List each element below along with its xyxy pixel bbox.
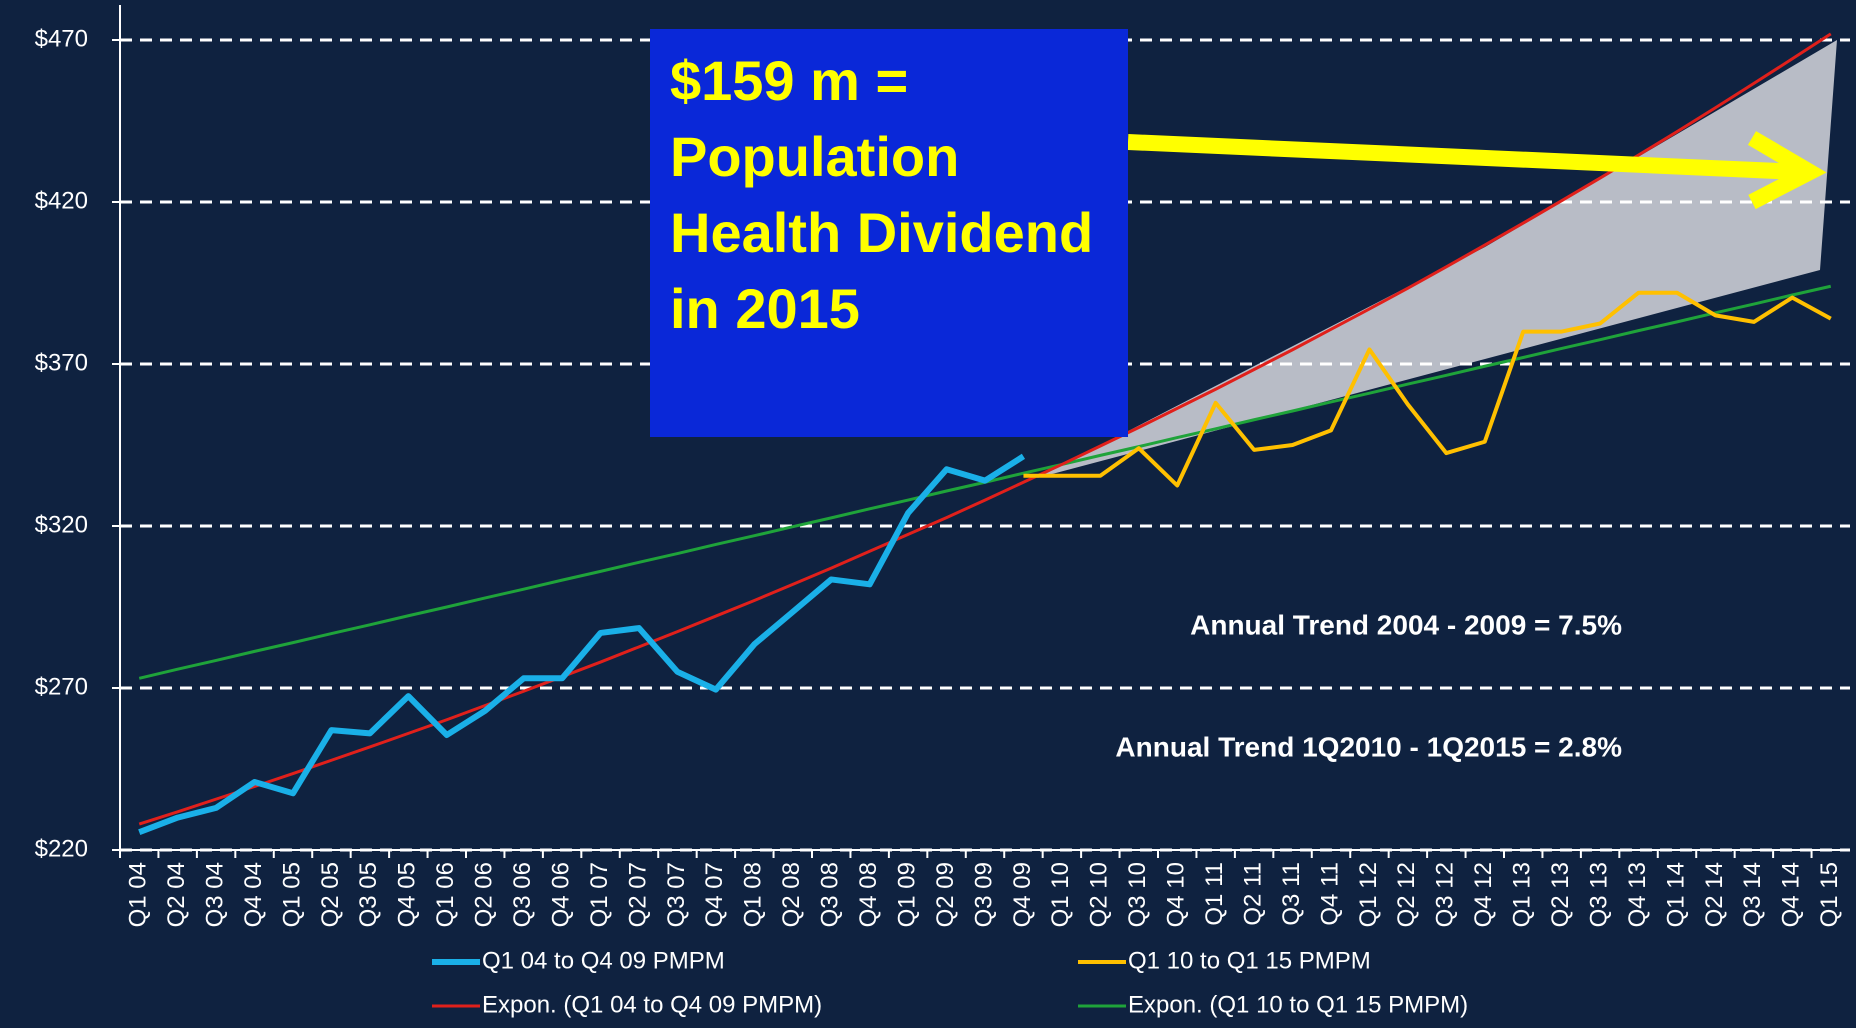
x-tick-label: Q3 09 <box>970 862 997 927</box>
x-tick-label: Q2 05 <box>317 862 344 927</box>
x-tick-label: Q1 13 <box>1509 862 1536 927</box>
x-tick-label: Q2 10 <box>1086 862 1113 927</box>
x-tick-label: Q4 10 <box>1163 862 1190 927</box>
series-line <box>1023 290 1832 488</box>
trend-annotation: Annual Trend 2004 - 2009 = 7.5% <box>1190 609 1622 640</box>
x-tick-label: Q3 07 <box>663 862 690 927</box>
x-tick-label: Q4 06 <box>547 862 574 927</box>
dividend-area <box>1037 40 1837 478</box>
x-tick-label: Q2 08 <box>778 862 805 927</box>
x-tick-label: Q4 11 <box>1316 862 1343 926</box>
legend-label: Expon. (Q1 04 to Q4 09 PMPM) <box>482 991 822 1018</box>
trend-annotation: Annual Trend 1Q2010 - 1Q2015 = 2.8% <box>1115 731 1622 762</box>
x-tick-label: Q1 07 <box>586 862 613 927</box>
x-tick-label: Q4 14 <box>1778 862 1805 927</box>
x-tick-label: Q4 13 <box>1624 862 1651 927</box>
x-tick-label: Q4 08 <box>855 862 882 927</box>
arrow-head <box>1747 131 1827 210</box>
y-tick-label: $320 <box>35 511 88 538</box>
x-tick-label: Q3 06 <box>509 862 536 927</box>
x-tick-label: Q1 06 <box>432 862 459 927</box>
y-tick-label: $370 <box>35 349 88 376</box>
x-tick-label: Q1 12 <box>1355 862 1382 927</box>
x-tick-label: Q3 13 <box>1585 862 1612 927</box>
x-tick-label: Q3 14 <box>1739 862 1766 927</box>
x-tick-label: Q4 05 <box>394 862 421 927</box>
x-tick-label: Q1 15 <box>1816 862 1843 927</box>
x-tick-label: Q4 07 <box>701 862 728 927</box>
x-tick-label: Q3 05 <box>355 862 382 927</box>
x-tick-label: Q4 09 <box>1009 862 1036 927</box>
x-tick-label: Q2 14 <box>1701 862 1728 927</box>
x-tick-label: Q1 14 <box>1662 862 1689 927</box>
legend-label: Expon. (Q1 10 to Q1 15 PMPM) <box>1128 991 1468 1018</box>
x-tick-label: Q4 12 <box>1470 862 1497 927</box>
arrow <box>1127 131 1827 210</box>
x-tick-label: Q2 09 <box>932 862 959 927</box>
series-line <box>138 32 1832 826</box>
x-tick-label: Q3 11 <box>1278 862 1305 926</box>
legend-label: Q1 10 to Q1 15 PMPM <box>1128 947 1371 974</box>
x-tick-label: Q2 11 <box>1239 862 1266 926</box>
x-tick-label: Q3 04 <box>201 862 228 927</box>
x-tick-label: Q2 04 <box>163 862 190 927</box>
arrow-shaft <box>1127 134 1801 180</box>
x-tick-label: Q1 11 <box>1201 862 1228 926</box>
x-tick-label: Q3 08 <box>817 862 844 927</box>
x-tick-label: Q2 13 <box>1547 862 1574 927</box>
x-tick-label: Q2 06 <box>471 862 498 927</box>
x-tick-label: Q1 04 <box>125 862 152 927</box>
x-tick-label: Q3 10 <box>1124 862 1151 927</box>
y-tick-label: $420 <box>35 187 88 214</box>
x-tick-label: Q1 08 <box>740 862 767 927</box>
series-line <box>138 453 1026 835</box>
x-tick-label: Q3 12 <box>1432 862 1459 927</box>
x-tick-label: Q4 04 <box>240 862 267 927</box>
x-tick-label: Q1 10 <box>1047 862 1074 927</box>
x-tick-label: Q1 05 <box>278 862 305 927</box>
x-tick-label: Q2 07 <box>624 862 651 927</box>
legend-label: Q1 04 to Q4 09 PMPM <box>482 947 725 974</box>
x-tick-label: Q2 12 <box>1393 862 1420 927</box>
x-tick-label: Q1 09 <box>893 862 920 927</box>
y-tick-label: $470 <box>35 25 88 52</box>
y-tick-label: $220 <box>35 835 88 862</box>
callout: $159 m = Population Health Dividend in 2… <box>650 29 1128 437</box>
y-tick-label: $270 <box>35 673 88 700</box>
